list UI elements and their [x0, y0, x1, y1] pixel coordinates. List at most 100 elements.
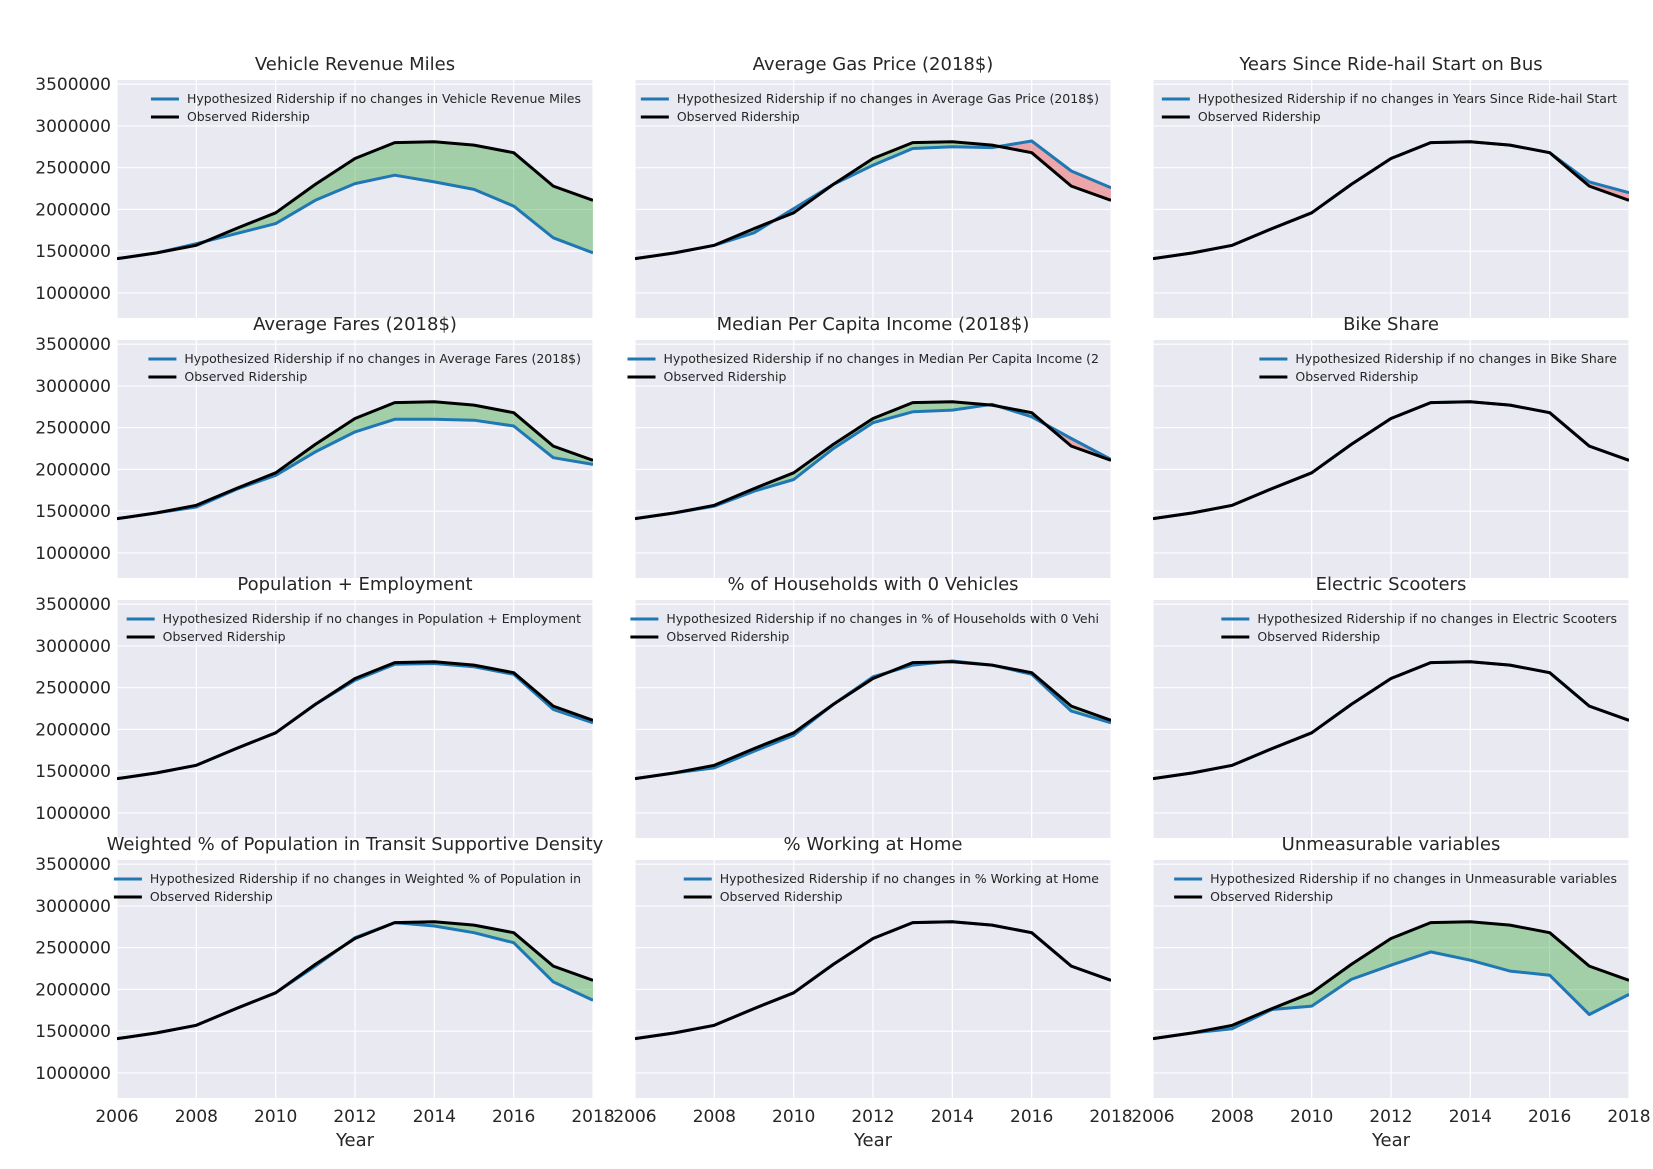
- legend: Hypothesized Ridership if no changes in …: [1174, 871, 1617, 904]
- legend: Hypothesized Ridership if no changes in …: [1221, 611, 1617, 644]
- panel-title: % Working at Home: [784, 834, 963, 855]
- fill-gain-area: [1311, 964, 1352, 1007]
- chart-panel: Vehicle Revenue Miles 1000000 1500000 20000…: [35, 54, 594, 318]
- x-tick-label: 2014: [931, 1107, 974, 1127]
- plot-content: [1153, 920, 1629, 1041]
- y-tick-label: 3500000: [35, 595, 111, 615]
- y-tick-label: 1000000: [35, 1064, 111, 1084]
- plot-content: [1153, 400, 1629, 521]
- chart-panel: Electric Scooters Hypothesized Ridership …: [1152, 574, 1630, 838]
- panel-title: Bike Share: [1343, 314, 1439, 335]
- plot-content: [117, 920, 593, 1041]
- y-tick-label: 1000000: [35, 544, 111, 564]
- y-tick-label: 2000000: [35, 460, 111, 480]
- legend: Hypothesized Ridership if no changes in …: [1259, 351, 1617, 384]
- x-tick-label: 2018: [571, 1107, 614, 1127]
- chart-panel: Population + Employment 1000000 1500000 200…: [35, 574, 594, 838]
- legend-label: Observed Ridership: [1295, 369, 1418, 384]
- fill-gain-area: [1549, 932, 1590, 1015]
- legend: Hypothesized Ridership if no changes in …: [627, 351, 1099, 384]
- y-tick-label: 3000000: [35, 897, 111, 917]
- y-tick-label: 2000000: [35, 720, 111, 740]
- legend: Hypothesized Ridership if no changes in …: [683, 871, 1100, 904]
- x-tick-label: 2016: [1528, 1107, 1571, 1127]
- legend: Hypothesized Ridership if no changes in …: [113, 871, 581, 904]
- legend: Hypothesized Ridership if no changes in …: [126, 611, 581, 644]
- x-tick-label: 2016: [492, 1107, 535, 1127]
- y-tick-label: 2000000: [35, 200, 111, 220]
- fill-gain-area: [513, 412, 554, 458]
- legend-label: Hypothesized Ridership if no changes in …: [184, 351, 581, 366]
- x-axis-title: Year: [1371, 1130, 1411, 1151]
- plot-content: [117, 660, 593, 781]
- chart-panel: Years Since Ride-hail Start on Bus Hypoth…: [1152, 54, 1630, 318]
- chart-panel: Average Gas Price (2018$) Hypothesized Ri…: [634, 54, 1112, 318]
- observed-line: [635, 660, 1111, 781]
- panel-title: Electric Scooters: [1316, 574, 1467, 595]
- plot-content: [635, 400, 1111, 521]
- legend-label: Hypothesized Ridership if no changes in …: [1210, 871, 1617, 886]
- y-tick-label: 1500000: [35, 762, 111, 782]
- chart-panel: Unmeasurable variables 2006 2008 2010 2012 20…: [1131, 834, 1650, 1151]
- y-tick-label: 3000000: [35, 377, 111, 397]
- legend-label: Observed Ridership: [664, 369, 787, 384]
- y-tick-label: 3500000: [35, 335, 111, 355]
- panel-title: Years Since Ride-hail Start on Bus: [1238, 54, 1542, 75]
- observed-line: [117, 140, 593, 261]
- fill-gain-area: [275, 184, 316, 224]
- fill-gain-area: [315, 158, 355, 201]
- chart-panel: Average Fares (2018$) 1000000 1500000 20000…: [35, 314, 594, 578]
- x-tick-label: 2006: [613, 1107, 656, 1127]
- x-tick-label: 2018: [1089, 1107, 1132, 1127]
- plot-content: [635, 139, 1111, 261]
- observed-line: [1153, 400, 1629, 521]
- y-tick-label: 1500000: [35, 502, 111, 522]
- observed-line: [635, 920, 1111, 1041]
- y-tick-label: 2000000: [35, 980, 111, 1000]
- panel-title: Population + Employment: [237, 574, 472, 595]
- x-tick-label: 2010: [1290, 1107, 1333, 1127]
- x-tick-label: 2012: [1369, 1107, 1412, 1127]
- y-tick-label: 3500000: [35, 855, 111, 875]
- legend-label: Hypothesized Ridership if no changes in …: [666, 611, 1099, 626]
- legend-label: Hypothesized Ridership if no changes in …: [1257, 611, 1617, 626]
- y-tick-label: 2500000: [35, 419, 111, 439]
- x-tick-label: 2008: [1211, 1107, 1254, 1127]
- legend-label: Observed Ridership: [677, 109, 800, 124]
- legend-label: Hypothesized Ridership if no changes in …: [187, 91, 581, 106]
- legend-label: Observed Ridership: [1198, 109, 1321, 124]
- x-tick-label: 2016: [1010, 1107, 1053, 1127]
- legend-label: Observed Ridership: [150, 889, 273, 904]
- y-tick-label: 3500000: [35, 75, 111, 95]
- observed-line: [1153, 140, 1629, 261]
- legend: Hypothesized Ridership if no changes in …: [1161, 91, 1617, 124]
- legend-label: Observed Ridership: [184, 369, 307, 384]
- fill-gain-area: [394, 401, 435, 420]
- fill-gain-area: [1351, 938, 1391, 980]
- x-tick-label: 2012: [333, 1107, 376, 1127]
- chart-panel: % Working at Home 2006 2008 2010 2012 2014 201…: [613, 834, 1132, 1151]
- panel-title: Weighted % of Population in Transit Supp…: [107, 834, 604, 855]
- x-tick-label: 2006: [95, 1107, 138, 1127]
- x-axis-title: Year: [335, 1130, 375, 1151]
- observed-line: [117, 400, 593, 521]
- plot-content: [117, 140, 593, 261]
- legend-label: Observed Ridership: [187, 109, 310, 124]
- x-tick-label: 2010: [772, 1107, 815, 1127]
- plot-content: [635, 659, 1111, 781]
- legend-label: Observed Ridership: [720, 889, 843, 904]
- legend-label: Hypothesized Ridership if no changes in …: [720, 871, 1100, 886]
- hypothesized-line: [117, 417, 593, 521]
- y-tick-label: 1500000: [35, 242, 111, 262]
- plot-content: [1153, 660, 1629, 781]
- y-tick-label: 1000000: [35, 804, 111, 824]
- x-tick-label: 2008: [693, 1107, 736, 1127]
- fill-gain-area: [553, 966, 593, 1001]
- fill-gain-area: [355, 402, 395, 432]
- observed-line: [117, 660, 593, 781]
- fill-gain-area: [1430, 921, 1471, 961]
- observed-line: [117, 920, 593, 1041]
- fill-loss-area: [1071, 171, 1111, 201]
- panel-title: Average Gas Price (2018$): [753, 54, 994, 75]
